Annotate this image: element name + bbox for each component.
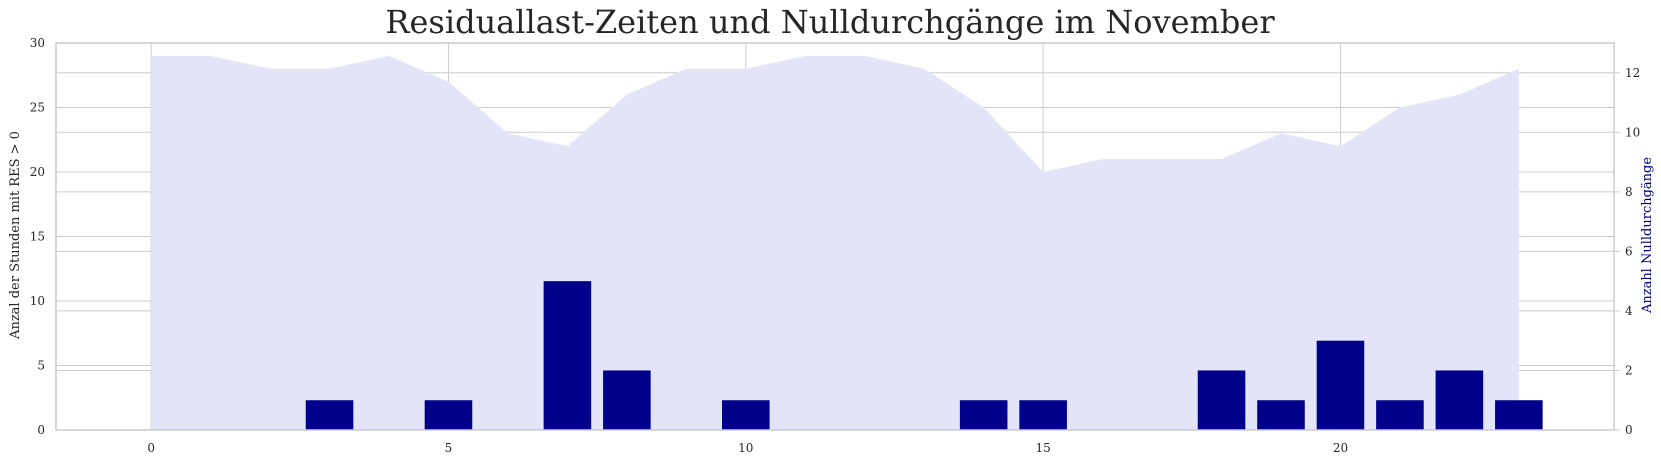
- y-right-axis-ticks: 0 2 4 6 8 10 12: [1614, 66, 1640, 437]
- bar: [603, 370, 651, 430]
- chart-title: Residuallast-Zeiten und Nulldurchgänge i…: [385, 3, 1275, 41]
- y-left-tick-label: 5: [37, 359, 45, 373]
- x-tick-label: 5: [445, 441, 453, 455]
- area-layer: [151, 55, 1519, 431]
- y-left-tick-label: 15: [30, 230, 45, 244]
- y-right-tick-label: 10: [1625, 125, 1640, 139]
- y-left-axis-label: Anzal der Stunden mit RES > 0: [8, 131, 23, 340]
- x-tick-label: 10: [738, 441, 753, 455]
- plot-frame: [55, 42, 1615, 431]
- x-tick-label: 15: [1035, 441, 1050, 455]
- bar: [1257, 400, 1305, 430]
- y-right-tick-label: 12: [1625, 66, 1640, 80]
- bar: [1019, 400, 1067, 430]
- y-right-tick-label: 6: [1625, 244, 1633, 258]
- y-left-tick-label: 20: [30, 165, 45, 179]
- bar: [722, 400, 770, 430]
- bar: [959, 400, 1008, 430]
- y-right-tick-label: 4: [1625, 304, 1633, 318]
- y-left-tick-label: 10: [30, 294, 45, 308]
- y-right-tick-label: 0: [1625, 423, 1633, 437]
- bar: [1376, 400, 1424, 430]
- bar: [543, 281, 592, 430]
- y-left-axis-ticks: 0 5 10 15 20 25 30: [30, 36, 45, 437]
- y-left-tick-label: 0: [37, 423, 45, 437]
- y-right-axis-label: Anzahl Nulldurchgänge: [1640, 157, 1655, 314]
- bar: [1316, 340, 1365, 430]
- y-left-tick-label: 30: [30, 36, 45, 50]
- bar-series: [305, 281, 1543, 430]
- x-tick-label: 0: [147, 441, 155, 455]
- y-right-tick-label: 2: [1625, 363, 1633, 377]
- bar: [305, 400, 354, 430]
- y-left-tick-label: 25: [30, 101, 45, 115]
- bar: [424, 400, 473, 430]
- bar: [1435, 370, 1484, 430]
- bar: [1495, 400, 1543, 430]
- area-fill: [151, 55, 1519, 431]
- x-axis-ticks: 0 5 10 15 20: [147, 441, 1348, 455]
- x-tick-label: 20: [1333, 441, 1348, 455]
- bar: [1197, 370, 1246, 430]
- y-right-tick-label: 8: [1625, 185, 1633, 199]
